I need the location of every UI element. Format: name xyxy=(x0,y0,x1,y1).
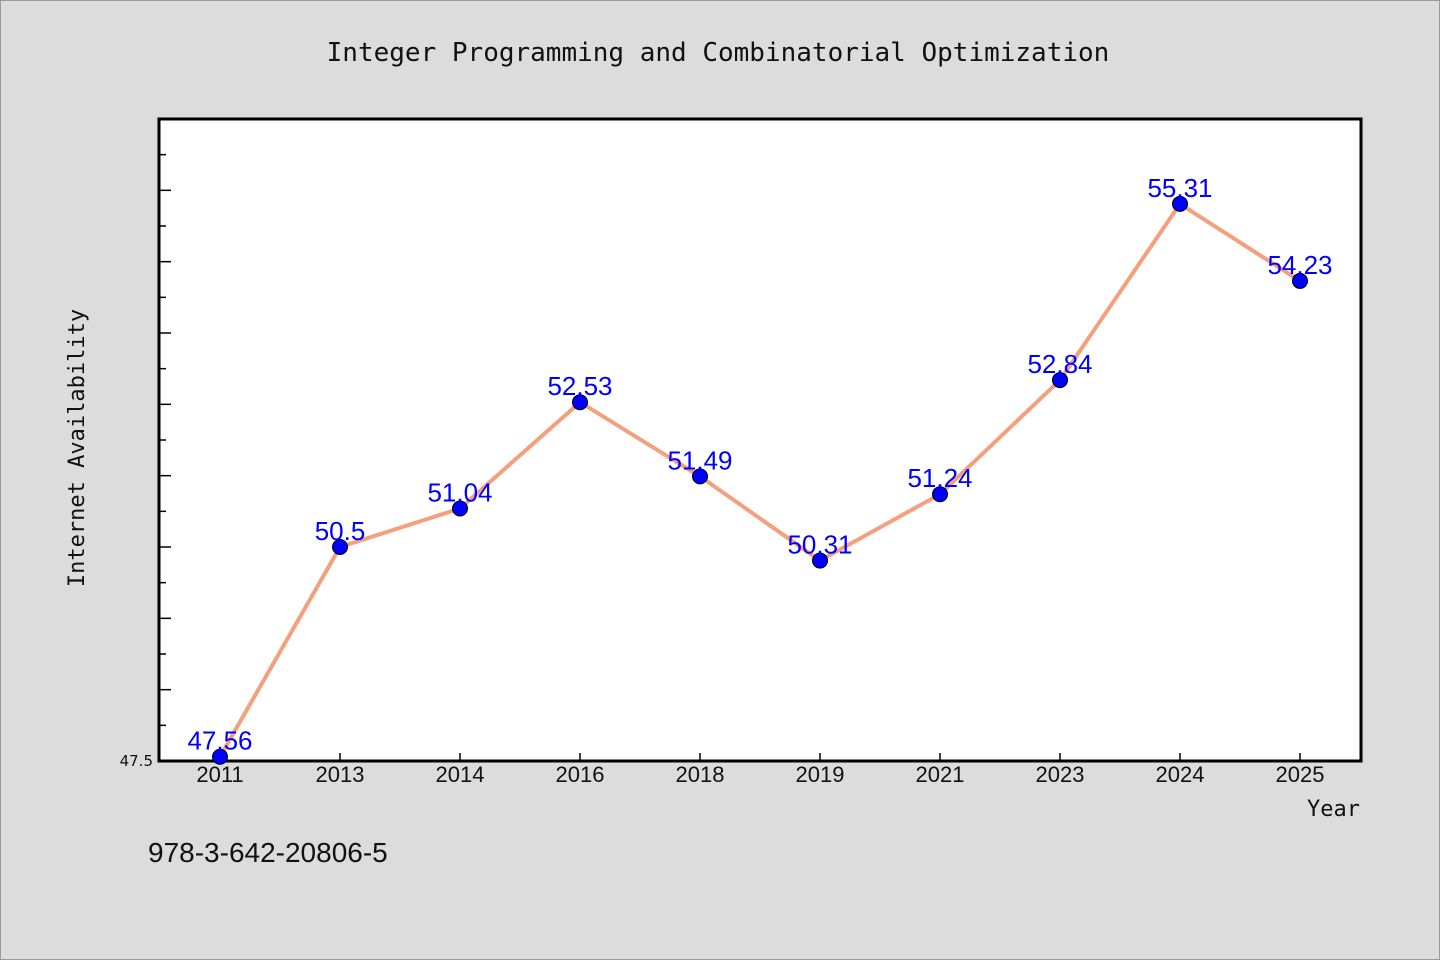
data-point-marker xyxy=(332,539,348,555)
x-tick-label: 2019 xyxy=(796,762,845,787)
data-point-label: 51.24 xyxy=(907,463,972,493)
data-point-marker xyxy=(1052,372,1068,389)
x-tick-label: 2021 xyxy=(916,762,965,787)
y-axis-label: Internet Availability xyxy=(65,309,90,587)
data-point-marker xyxy=(572,394,588,411)
isbn-text: 978-3-642-20806-5 xyxy=(148,837,388,868)
chart-title: Integer Programming and Combinatorial Op… xyxy=(327,38,1110,68)
data-point-label: 50.5 xyxy=(315,516,366,546)
data-point-label: 51.49 xyxy=(667,445,732,475)
data-point-marker xyxy=(1172,195,1188,212)
data-point-label: 55.31 xyxy=(1147,173,1212,203)
plot-area xyxy=(157,117,1363,763)
y-axis-ticks xyxy=(159,118,171,762)
series-line-group: 47.56 50.5 51.04 52.53 51.49 50.31 51.24 52.84 5… xyxy=(187,173,1333,765)
data-point-marker xyxy=(212,748,228,765)
x-tick-label: 2024 xyxy=(1156,762,1205,787)
data-point-marker xyxy=(812,552,828,569)
data-point-label: 52.84 xyxy=(1027,349,1092,379)
x-axis-label: Year xyxy=(1307,797,1360,822)
data-point-marker xyxy=(1292,272,1308,289)
series-line xyxy=(218,201,1302,758)
data-point-marker xyxy=(932,486,948,503)
x-tick-label: 2014 xyxy=(436,762,485,787)
x-tick-label: 2013 xyxy=(316,762,365,787)
data-point-label: 51.04 xyxy=(427,477,492,507)
y-tick-label-min: 47.5 xyxy=(120,752,153,770)
data-point-marker xyxy=(452,500,468,517)
x-tick-label: 2016 xyxy=(556,762,605,787)
x-tick-label: 2018 xyxy=(676,762,725,787)
x-tick-label: 2023 xyxy=(1036,762,1085,787)
data-point-label: 54.23 xyxy=(1267,250,1332,280)
data-point-label: 47.56 xyxy=(187,726,252,756)
data-point-marker xyxy=(692,468,708,485)
x-tick-label: 2025 xyxy=(1276,762,1325,787)
data-point-label: 52.53 xyxy=(547,371,612,401)
x-axis-ticks: 2011 2013 2014 2016 2018 2019 2021 2023 2024 2025 xyxy=(196,753,1324,787)
data-point-label: 50.31 xyxy=(787,530,852,560)
x-tick-label: 2011 xyxy=(196,762,243,787)
